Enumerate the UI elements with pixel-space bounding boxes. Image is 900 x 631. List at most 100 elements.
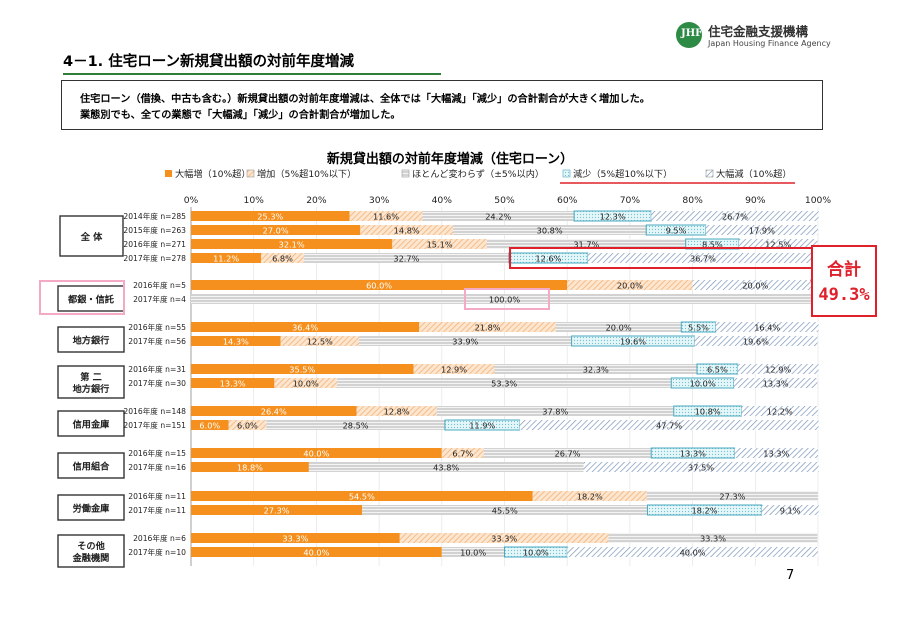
data-label: 100.0% bbox=[489, 295, 520, 305]
bar-segment bbox=[228, 420, 267, 430]
bar-segment bbox=[422, 211, 575, 221]
data-label: 12.9% bbox=[765, 365, 791, 375]
bar-segment bbox=[191, 491, 533, 501]
bar-segment bbox=[737, 364, 819, 374]
x-tick-label: 60% bbox=[557, 195, 578, 206]
data-label: 6.5% bbox=[707, 365, 728, 375]
row-label: 2017年度 n=151 bbox=[123, 420, 186, 430]
summary-box: 住宅ローン（借換、中古も含む。）新規貸出額の対前年度増減は、全体では「大幅減」「… bbox=[61, 80, 823, 130]
group-label: 信用金庫 bbox=[73, 419, 110, 431]
data-label: 18.2% bbox=[577, 492, 603, 502]
data-label: 12.9% bbox=[441, 365, 467, 375]
x-tick-label: 90% bbox=[745, 195, 766, 206]
legend-swatch bbox=[705, 169, 714, 178]
legend-label: 増加（5%超10%以下） bbox=[257, 168, 356, 180]
bar-segment bbox=[191, 239, 393, 249]
bar-segment bbox=[191, 547, 442, 557]
group-label: 金融機関 bbox=[72, 552, 110, 564]
data-label: 11.2% bbox=[213, 254, 239, 264]
data-label: 19.6% bbox=[743, 337, 769, 347]
bar-segment bbox=[567, 547, 818, 557]
bar-segment bbox=[362, 505, 648, 515]
page-title: 4－1. 住宅ローン新規貸出額の対前年度増減 bbox=[63, 54, 355, 70]
group-label: 全 体 bbox=[80, 231, 103, 243]
bar-segment bbox=[280, 336, 360, 346]
bar-segment bbox=[191, 406, 357, 416]
data-label: 6.8% bbox=[272, 254, 293, 264]
group-label-box bbox=[57, 285, 125, 312]
data-label: 33.3% bbox=[282, 534, 308, 544]
bar-segment bbox=[436, 406, 674, 416]
x-tick-label: 100% bbox=[805, 195, 832, 206]
row-label: 2017年度 n=11 bbox=[128, 505, 186, 515]
data-label: 26.7% bbox=[555, 449, 581, 459]
jhf-logo-mark-icon: JHF bbox=[676, 22, 702, 48]
data-label: 33.9% bbox=[452, 337, 478, 347]
data-label: 27.3% bbox=[719, 492, 745, 502]
row-label: 2014年度 n=285 bbox=[123, 211, 186, 221]
summary-line-2: 業態別でも、全ての業態で「大幅減」「減少」の合計割合が増加した。 bbox=[80, 110, 401, 121]
bar-segment bbox=[191, 280, 568, 290]
data-label: 12.2% bbox=[767, 407, 793, 417]
data-label: 5.5% bbox=[688, 323, 709, 333]
bar-segment bbox=[483, 448, 652, 458]
bar-segment bbox=[738, 239, 818, 249]
bar-segment bbox=[734, 448, 818, 458]
data-label: 40.0% bbox=[303, 449, 329, 459]
data-label: 11.6% bbox=[373, 212, 399, 222]
bar-segment bbox=[555, 322, 682, 332]
page-number: 7 bbox=[786, 568, 795, 583]
row-label: 2016年度 n=148 bbox=[123, 406, 186, 416]
data-label: 20.0% bbox=[617, 281, 643, 291]
x-tick-label: 80% bbox=[682, 195, 703, 206]
data-label: 10.0% bbox=[523, 548, 549, 558]
group-label: 地方銀行 bbox=[73, 335, 110, 347]
data-label: 30.8% bbox=[537, 226, 563, 236]
bar-segment bbox=[441, 448, 484, 458]
x-tick-label: 70% bbox=[620, 195, 641, 206]
row-label: 2015年度 n=263 bbox=[123, 225, 186, 235]
group-label: 地方銀行 bbox=[73, 383, 110, 395]
bar-segment bbox=[359, 336, 572, 346]
data-label: 9.5% bbox=[666, 226, 687, 236]
data-label: 53.3% bbox=[491, 379, 517, 389]
row-label: 2016年度 n=55 bbox=[128, 322, 186, 332]
bar-segment bbox=[191, 253, 262, 263]
data-label: 13.3% bbox=[763, 449, 789, 459]
bar-segment bbox=[303, 253, 509, 263]
group-label-box bbox=[57, 494, 125, 521]
row-label: 2016年度 n=11 bbox=[128, 491, 186, 501]
summary-line-1: 住宅ローン（借換、中古も含む。）新規貸出額の対前年度増減は、全体では「大幅減」「… bbox=[80, 94, 650, 105]
data-label: 33.3% bbox=[491, 534, 517, 544]
bar-segment bbox=[741, 406, 818, 416]
data-label: 6.0% bbox=[237, 421, 258, 431]
callout-label: 合計 bbox=[827, 260, 861, 280]
data-label: 43.8% bbox=[433, 463, 459, 473]
bar-segment bbox=[453, 225, 647, 235]
bar-segment bbox=[715, 322, 819, 332]
logo-english-name: Japan Housing Finance Agency bbox=[708, 39, 831, 48]
bar-segment bbox=[587, 253, 818, 263]
group-label: その他 bbox=[77, 540, 105, 552]
bar-segment bbox=[308, 462, 584, 472]
data-label: 14.3% bbox=[223, 337, 249, 347]
bar-segment bbox=[567, 280, 693, 290]
group-label-box bbox=[57, 410, 125, 437]
x-tick-label: 0% bbox=[184, 195, 199, 206]
data-label: 20.0% bbox=[742, 281, 768, 291]
data-label: 37.5% bbox=[688, 463, 714, 473]
x-tick-label: 20% bbox=[306, 195, 327, 206]
bar-segment bbox=[413, 364, 495, 374]
bar-segment bbox=[274, 378, 338, 388]
bar-segment bbox=[494, 364, 697, 374]
row-label: 2016年度 n=5 bbox=[133, 280, 186, 290]
data-label: 24.2% bbox=[485, 212, 511, 222]
data-label: 13.3% bbox=[763, 379, 789, 389]
x-tick-label: 50% bbox=[494, 195, 515, 206]
data-label: 9.1% bbox=[780, 506, 801, 516]
data-label: 37.8% bbox=[542, 407, 568, 417]
bar-segment bbox=[191, 211, 350, 221]
row-label: 2017年度 n=4 bbox=[133, 294, 186, 304]
data-label: 17.9% bbox=[749, 226, 775, 236]
data-label: 13.3% bbox=[680, 449, 706, 459]
